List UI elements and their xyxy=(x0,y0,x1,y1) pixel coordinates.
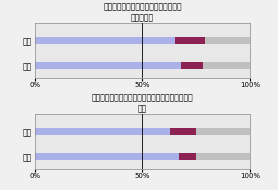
Bar xyxy=(35,153,179,160)
Bar xyxy=(35,37,175,44)
Bar xyxy=(35,153,250,160)
Bar xyxy=(175,37,205,44)
Bar xyxy=(35,37,250,44)
Bar xyxy=(35,62,250,69)
Bar xyxy=(179,153,196,160)
Title: 問題の解き方を言葉や図で表す活動が
好きですか: 問題の解き方を言葉や図で表す活動が 好きですか xyxy=(103,2,182,22)
Bar xyxy=(35,62,181,69)
Bar xyxy=(181,62,203,69)
Bar xyxy=(35,128,170,135)
Bar xyxy=(35,128,250,135)
Title: 友だちと伝え合いながら問題を解くのが好きです
か。: 友だちと伝え合いながら問題を解くのが好きです か。 xyxy=(91,93,193,113)
Bar xyxy=(170,128,196,135)
